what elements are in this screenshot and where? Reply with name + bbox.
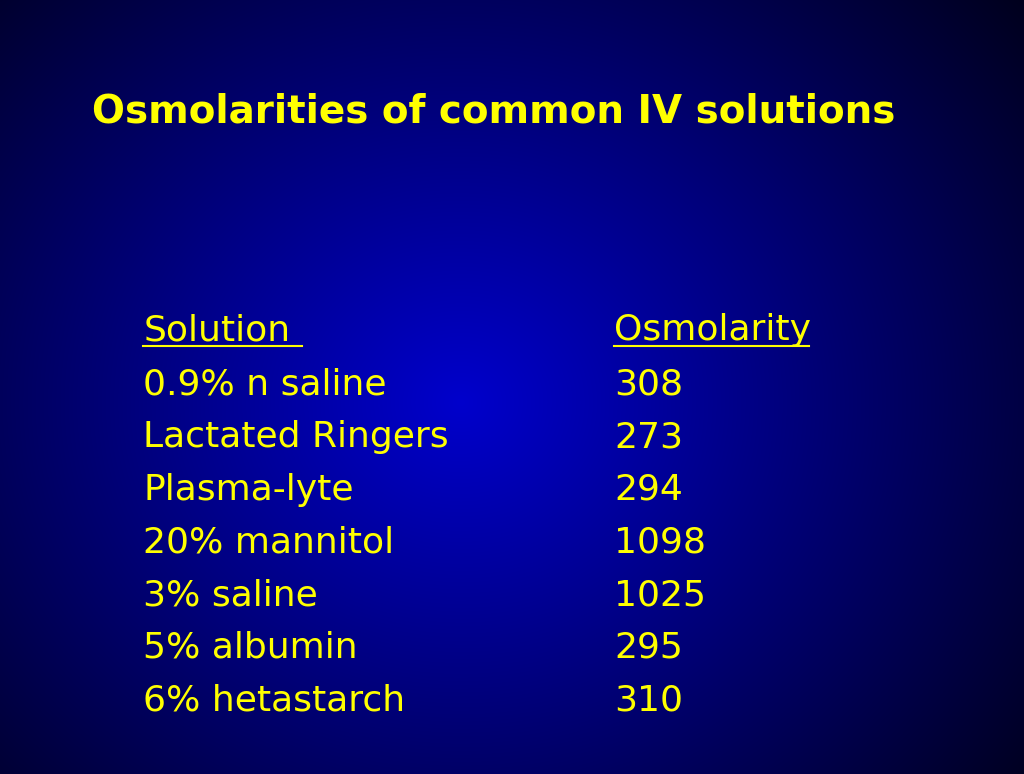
Text: Lactated Ringers: Lactated Ringers: [143, 420, 449, 454]
Text: Osmolarities of common IV solutions: Osmolarities of common IV solutions: [92, 93, 896, 131]
Text: 273: 273: [614, 420, 683, 454]
Text: 295: 295: [614, 631, 683, 665]
Text: 310: 310: [614, 683, 683, 717]
Text: 5% albumin: 5% albumin: [143, 631, 358, 665]
Text: 3% saline: 3% saline: [143, 578, 318, 612]
Text: 294: 294: [614, 473, 683, 507]
Text: 20% mannitol: 20% mannitol: [143, 526, 394, 560]
Text: 6% hetastarch: 6% hetastarch: [143, 683, 406, 717]
Text: Solution: Solution: [143, 313, 291, 348]
Text: 0.9% n saline: 0.9% n saline: [143, 368, 387, 402]
Text: Osmolarity: Osmolarity: [614, 313, 811, 348]
Text: 1025: 1025: [614, 578, 707, 612]
Text: Plasma-lyte: Plasma-lyte: [143, 473, 354, 507]
Text: 308: 308: [614, 368, 684, 402]
Text: 1098: 1098: [614, 526, 707, 560]
